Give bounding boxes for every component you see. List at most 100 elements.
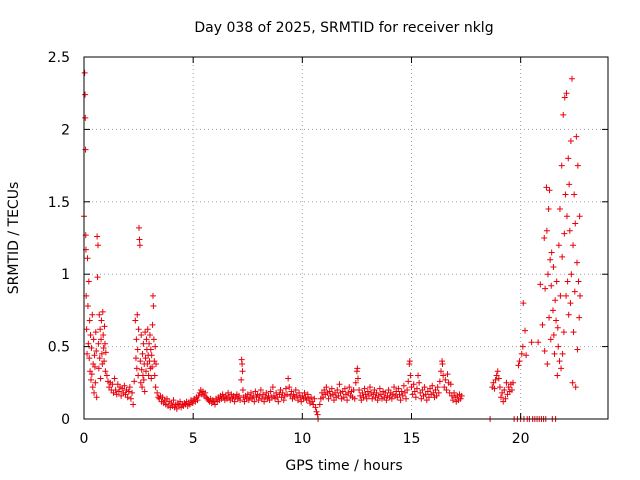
data-point xyxy=(100,345,107,352)
data-point xyxy=(429,382,436,389)
data-point xyxy=(359,389,366,396)
data-point xyxy=(556,358,563,365)
data-point xyxy=(112,387,119,394)
data-point xyxy=(82,114,89,121)
data-point xyxy=(143,368,150,375)
x-tick-label: 5 xyxy=(189,431,198,447)
data-point xyxy=(101,358,108,365)
data-point xyxy=(255,397,262,404)
data-point xyxy=(571,288,578,295)
data-point xyxy=(98,317,105,324)
data-point xyxy=(564,278,571,285)
data-point xyxy=(554,372,561,379)
data-point xyxy=(312,404,319,411)
data-point xyxy=(97,326,104,333)
data-point xyxy=(290,391,297,398)
data-point xyxy=(501,387,508,394)
data-point xyxy=(568,271,575,278)
data-point xyxy=(133,365,140,372)
data-point xyxy=(265,392,272,399)
data-point xyxy=(439,360,446,367)
data-point xyxy=(415,372,422,379)
y-axis-label: SRMTID / TECUs xyxy=(6,182,22,295)
data-point xyxy=(374,397,381,404)
data-point xyxy=(189,400,196,407)
data-point xyxy=(421,384,428,391)
data-point xyxy=(101,340,108,347)
data-point xyxy=(435,389,442,396)
data-point xyxy=(273,389,280,396)
data-point xyxy=(148,352,155,359)
data-point xyxy=(170,397,177,404)
data-point xyxy=(440,372,447,379)
data-point xyxy=(146,332,153,339)
data-point xyxy=(84,350,91,357)
data-point xyxy=(404,387,411,394)
data-point xyxy=(102,349,109,356)
data-point xyxy=(351,395,358,402)
data-point xyxy=(87,376,94,383)
data-point xyxy=(416,379,423,386)
data-point xyxy=(550,332,557,339)
data-point xyxy=(109,381,116,388)
data-point xyxy=(520,300,527,307)
data-point xyxy=(136,242,143,249)
data-point xyxy=(83,326,90,333)
data-point xyxy=(549,307,556,314)
data-point xyxy=(491,385,498,392)
data-point xyxy=(152,384,159,391)
y-tick-label: 1.5 xyxy=(48,195,70,211)
data-point xyxy=(361,385,368,392)
data-point xyxy=(134,311,141,318)
data-point xyxy=(103,372,110,379)
data-point xyxy=(355,375,362,382)
data-point xyxy=(412,394,419,401)
axes: 0 5 10 15 20 0 0.5 1 1.5 2 2.5 xyxy=(48,50,609,447)
data-point xyxy=(85,278,92,285)
data-point xyxy=(562,191,569,198)
data-point xyxy=(395,385,402,392)
data-point xyxy=(498,394,505,401)
data-point xyxy=(139,384,146,391)
data-point xyxy=(87,332,94,339)
data-point xyxy=(308,394,315,401)
data-point xyxy=(539,321,546,328)
data-point xyxy=(97,375,104,382)
data-point xyxy=(574,162,581,169)
data-point xyxy=(93,347,100,354)
data-point xyxy=(84,255,91,262)
data-point xyxy=(98,336,105,343)
data-point xyxy=(458,392,465,399)
data-point xyxy=(510,379,517,386)
data-point xyxy=(151,372,158,379)
data-point xyxy=(563,90,570,97)
data-point xyxy=(127,395,134,402)
data-point xyxy=(352,379,359,386)
data-point xyxy=(91,389,98,396)
data-point xyxy=(251,398,258,405)
data-point xyxy=(88,371,95,378)
data-point xyxy=(94,233,101,240)
data-point xyxy=(573,133,580,140)
data-point xyxy=(406,358,413,365)
data-point xyxy=(92,379,99,386)
data-point xyxy=(543,184,550,191)
x-tick-label: 10 xyxy=(293,431,311,447)
data-point xyxy=(95,365,102,372)
data-point xyxy=(341,385,348,392)
data-point xyxy=(388,395,395,402)
data-point xyxy=(523,352,530,359)
data-point xyxy=(356,387,363,394)
data-point xyxy=(202,389,209,396)
data-point xyxy=(567,300,574,307)
data-point xyxy=(140,340,147,347)
y-tick-label: 2 xyxy=(61,122,70,138)
data-point xyxy=(96,311,103,318)
data-point xyxy=(555,242,562,249)
data-point xyxy=(561,94,568,101)
data-point xyxy=(282,385,289,392)
data-point xyxy=(92,329,99,336)
data-point xyxy=(237,397,244,404)
data-point xyxy=(269,384,276,391)
data-point xyxy=(95,340,102,347)
